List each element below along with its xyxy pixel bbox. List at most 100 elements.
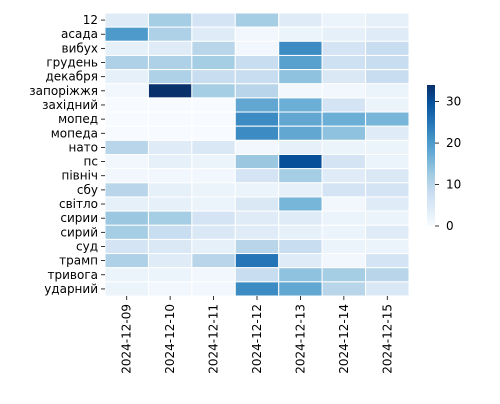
colorbar-tick-label: 0 bbox=[446, 219, 454, 233]
heatmap-cell bbox=[191, 224, 236, 240]
y-tick-label: вибух bbox=[62, 41, 98, 55]
heatmap-cell bbox=[365, 238, 410, 255]
heatmap-cell bbox=[321, 224, 367, 240]
heatmap-cell bbox=[321, 281, 367, 297]
heatmap-cell bbox=[104, 139, 149, 156]
heatmap-cell bbox=[147, 139, 193, 156]
heatmap-cell bbox=[147, 97, 193, 113]
heatmap-cell bbox=[191, 26, 236, 42]
heatmap-cell bbox=[104, 267, 149, 283]
heatmap-cell bbox=[191, 111, 236, 127]
y-tick-label: асада bbox=[61, 27, 98, 41]
y-tick-label: 12 bbox=[83, 13, 98, 27]
y-tick-label: сбу bbox=[77, 183, 98, 197]
heatmap-cell bbox=[147, 196, 193, 212]
heatmap-cell bbox=[234, 139, 280, 156]
heatmap-cell bbox=[365, 97, 410, 113]
heatmap-cell bbox=[278, 267, 323, 283]
heatmap-cell bbox=[278, 224, 323, 240]
y-tick-label: сирий bbox=[60, 225, 98, 239]
heatmap-cell bbox=[147, 253, 193, 269]
heatmap-cell bbox=[147, 12, 193, 28]
heatmap-cell bbox=[147, 154, 193, 170]
heatmap-cell bbox=[104, 12, 149, 28]
y-tick-label: нато bbox=[68, 140, 98, 154]
heatmap-cell bbox=[104, 182, 149, 198]
heatmap-cell bbox=[278, 69, 323, 85]
heatmap-cell bbox=[365, 12, 410, 28]
heatmap-cell bbox=[365, 182, 410, 198]
heatmap-cell bbox=[321, 69, 367, 85]
heatmap-cell bbox=[147, 224, 193, 240]
heatmap-cell bbox=[104, 281, 149, 297]
heatmap-cell bbox=[147, 210, 193, 226]
heatmap-cell bbox=[278, 238, 323, 255]
heatmap-cell bbox=[321, 111, 367, 127]
y-tick-label: запоріжжя bbox=[29, 84, 98, 98]
heatmap-cell bbox=[278, 182, 323, 198]
heatmap-cell bbox=[365, 125, 410, 141]
heatmap-cell bbox=[278, 54, 323, 71]
heatmap-cell bbox=[104, 125, 149, 141]
heatmap-cell bbox=[191, 210, 236, 226]
y-tick-label: суд bbox=[76, 239, 98, 253]
heatmap-cell bbox=[365, 253, 410, 269]
heatmap-cell bbox=[365, 281, 410, 297]
y-tick-label: декабря bbox=[45, 70, 98, 84]
heatmap-cell bbox=[147, 267, 193, 283]
y-tick-label: мопед bbox=[58, 112, 98, 126]
heatmap-cell bbox=[191, 83, 236, 99]
x-tick-label: 2024-12-13 bbox=[293, 304, 307, 374]
heatmap-cell bbox=[321, 154, 367, 170]
heatmap-cell bbox=[278, 253, 323, 269]
heatmap-cell bbox=[278, 12, 323, 28]
y-tick-label: сирии bbox=[60, 211, 98, 225]
heatmap-cell bbox=[321, 267, 367, 283]
heatmap-cell bbox=[278, 83, 323, 99]
y-tick-labels: 12асадавибухгруденьдекабрязапоріжжязахід… bbox=[29, 13, 105, 296]
heatmap-cell bbox=[234, 281, 280, 297]
heatmap-cell bbox=[191, 182, 236, 198]
heatmap-cell bbox=[365, 154, 410, 170]
heatmap-cell bbox=[234, 238, 280, 255]
heatmap-cell bbox=[321, 54, 367, 71]
heatmap-cell bbox=[191, 69, 236, 85]
heatmap-cell bbox=[278, 210, 323, 226]
heatmap-cell bbox=[321, 182, 367, 198]
heatmap-cell bbox=[104, 69, 149, 85]
heatmap-cell bbox=[191, 139, 236, 156]
heatmap-cell bbox=[104, 196, 149, 212]
x-tick-label: 2024-12-10 bbox=[163, 304, 177, 374]
heatmap-cell bbox=[234, 168, 280, 184]
heatmap-cell bbox=[191, 267, 236, 283]
heatmap-cell bbox=[365, 267, 410, 283]
y-tick-label: північ bbox=[61, 169, 98, 183]
heatmap-cell bbox=[365, 139, 410, 156]
y-tick-label: ударний bbox=[44, 282, 98, 296]
x-tick-labels: 2024-12-09 2024-12-10 2024-12-11 2024-12-12… bbox=[120, 296, 394, 374]
heatmap-cell bbox=[234, 111, 280, 127]
heatmap-cell bbox=[321, 253, 367, 269]
heatmap-cell bbox=[234, 83, 280, 99]
heatmap-cell bbox=[234, 154, 280, 170]
heatmap-cell bbox=[147, 125, 193, 141]
heatmap-cell bbox=[234, 267, 280, 283]
heatmap-cell bbox=[365, 168, 410, 184]
heatmap-cell bbox=[191, 40, 236, 56]
heatmap-cell bbox=[365, 54, 410, 71]
heatmap-cell bbox=[321, 40, 367, 56]
heatmap-cell bbox=[191, 54, 236, 71]
y-tick-label: грудень bbox=[46, 56, 98, 70]
x-tick-label: 2024-12-12 bbox=[250, 304, 264, 374]
heatmap-cell bbox=[191, 196, 236, 212]
heatmap-cell bbox=[104, 83, 149, 99]
colorbar-tick-label: 10 bbox=[446, 178, 461, 192]
heatmap-cell bbox=[278, 111, 323, 127]
heatmap-cell bbox=[321, 97, 367, 113]
heatmap-cell bbox=[191, 253, 236, 269]
heatmap-cell bbox=[147, 54, 193, 71]
x-tick-label: 2024-12-14 bbox=[337, 304, 351, 374]
heatmap-cell bbox=[234, 253, 280, 269]
heatmap-cell bbox=[321, 12, 367, 28]
